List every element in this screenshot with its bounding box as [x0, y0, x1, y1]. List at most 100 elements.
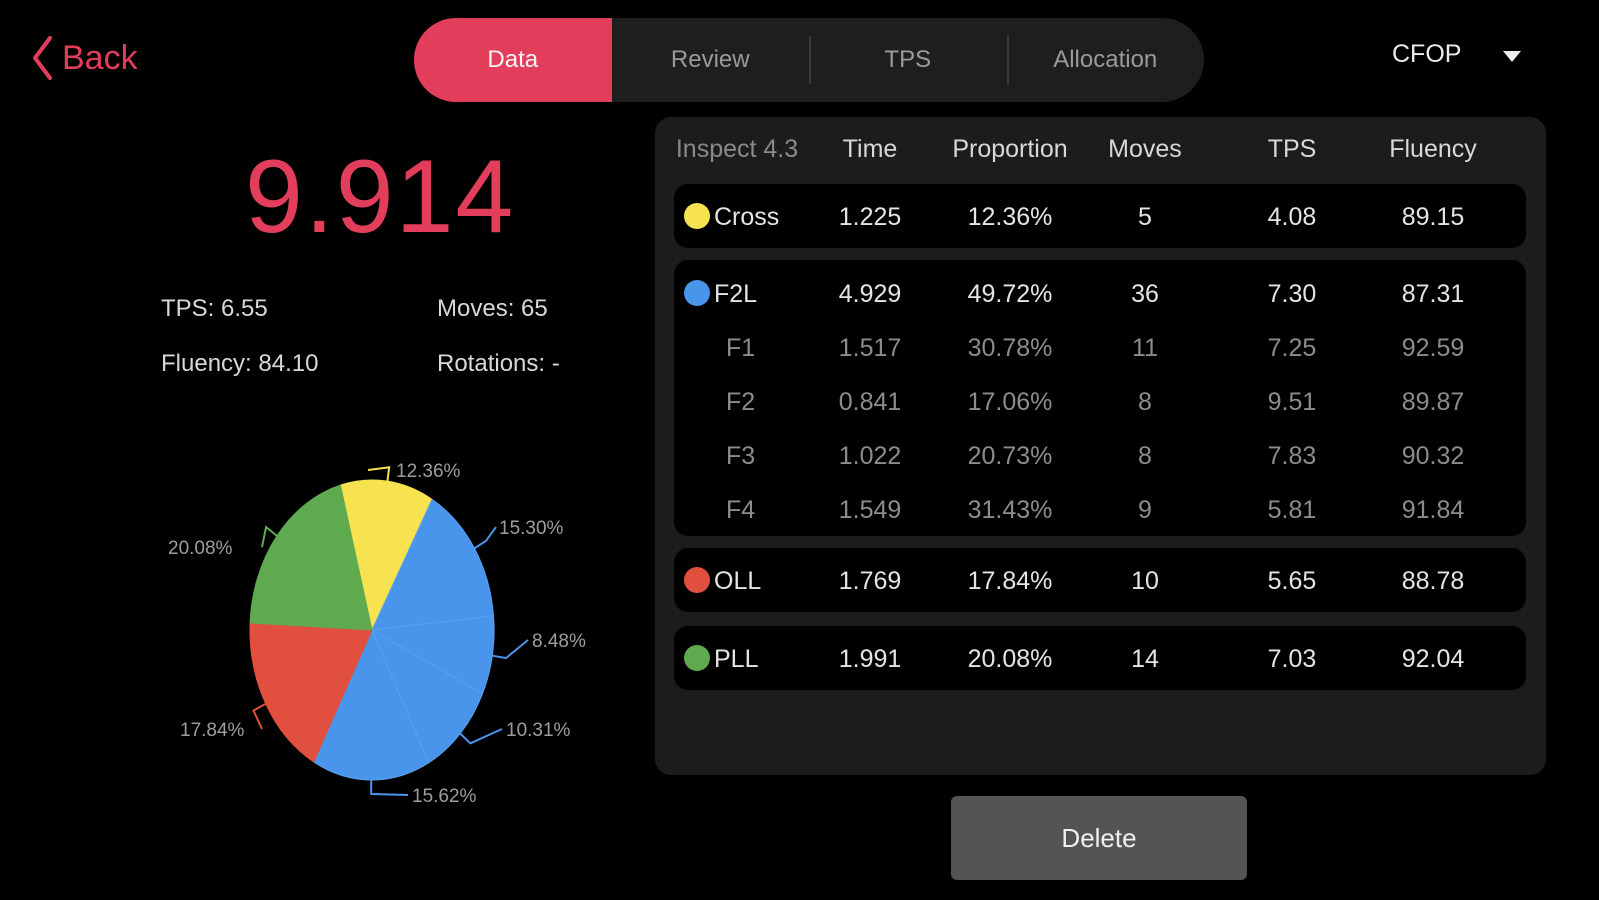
method-dropdown[interactable]: CFOP [1392, 40, 1522, 69]
caret-down-icon [1503, 51, 1522, 62]
row-time: 1.769 [838, 567, 902, 595]
row-name: PLL [714, 645, 759, 673]
row-name: F1 [726, 334, 756, 362]
row-moves: 8 [1138, 442, 1152, 470]
table-row[interactable]: OLL 1.769 17.84% 10 5.65 88.78 [674, 553, 1526, 607]
pie-label-pll: 20.08% [168, 538, 233, 559]
pie-leader-pll [261, 525, 278, 548]
row-proportion: 17.06% [967, 388, 1053, 416]
pll-group: PLL 1.991 20.08% 14 7.03 92.04 [674, 626, 1526, 690]
table-row[interactable]: F1 1.517 30.78% 11 7.25 92.59 [674, 320, 1526, 374]
row-fluency: 87.31 [1401, 280, 1465, 308]
row-fluency: 89.15 [1401, 203, 1465, 231]
row-proportion: 49.72% [967, 280, 1053, 308]
row-proportion: 20.73% [967, 442, 1053, 470]
header-inspect: Inspect 4.3 [675, 135, 799, 163]
header-fluency: Fluency [1389, 135, 1477, 163]
table-header: Inspect 4.3 Time Proportion Moves TPS Fl… [655, 117, 1546, 187]
row-fluency: 88.78 [1401, 567, 1465, 595]
row-tps: 5.81 [1267, 496, 1317, 524]
tab-allocation[interactable]: Allocation [1006, 18, 1205, 102]
row-time: 1.991 [838, 645, 902, 673]
back-label: Back [62, 38, 138, 77]
cross-color-dot [684, 203, 710, 229]
row-time: 1.022 [838, 442, 902, 470]
row-name: Cross [714, 203, 780, 231]
row-time: 4.929 [838, 280, 902, 308]
row-time: 1.517 [838, 334, 902, 362]
row-tps: 7.25 [1267, 334, 1317, 362]
row-tps: 4.08 [1267, 203, 1317, 231]
row-tps: 9.51 [1267, 388, 1317, 416]
pie-leader-cross [367, 466, 391, 482]
pie-leader-f2 [492, 639, 529, 660]
pie-label-f4: 15.62% [412, 786, 477, 807]
f2l-group: F2L 4.929 49.72% 36 7.30 87.31 F1 1.517 … [674, 260, 1526, 536]
row-tps: 7.03 [1267, 645, 1317, 673]
pie-leader-oll [252, 702, 267, 730]
row-moves: 8 [1138, 388, 1152, 416]
split-table: Inspect 4.3 Time Proportion Moves TPS Fl… [655, 117, 1546, 775]
pie-slice-pll [249, 484, 373, 631]
pie-slice-f4 [313, 628, 430, 781]
row-fluency: 91.84 [1401, 496, 1465, 524]
row-name: OLL [714, 567, 762, 595]
table-row[interactable]: F4 1.549 31.43% 9 5.81 91.84 [674, 482, 1526, 536]
row-proportion: 20.08% [967, 645, 1053, 673]
row-proportion: 17.84% [967, 567, 1053, 595]
solve-time: 9.914 [245, 139, 516, 255]
pie-label-f3: 10.31% [506, 720, 571, 741]
table-row[interactable]: F3 1.022 20.73% 8 7.83 90.32 [674, 428, 1526, 482]
split-pie-chart: 12.36% 15.30% 8.48% 10.31% 15.62% 17.84%… [168, 461, 586, 807]
row-tps: 7.83 [1267, 442, 1317, 470]
table-row[interactable]: Cross 1.225 12.36% 5 4.08 89.15 [674, 189, 1526, 243]
row-time: 1.225 [838, 203, 902, 231]
tab-bar: Data Review TPS Allocation [414, 18, 1204, 102]
oll-color-dot [684, 567, 710, 593]
table-row[interactable]: F2 0.841 17.06% 8 9.51 89.87 [674, 374, 1526, 428]
table-row[interactable]: PLL 1.991 20.08% 14 7.03 92.04 [674, 631, 1526, 685]
row-time: 0.841 [838, 388, 902, 416]
pll-color-dot [684, 645, 710, 671]
rotations-stat: Rotations: - [437, 350, 560, 377]
row-moves: 10 [1131, 567, 1159, 595]
moves-stat: Moves: 65 [437, 295, 548, 322]
row-moves: 5 [1138, 203, 1152, 231]
pie-slice-oll [249, 622, 373, 763]
row-fluency: 89.87 [1401, 388, 1465, 416]
tps-stat: TPS: 6.55 [161, 295, 268, 322]
row-name: F2 [726, 388, 756, 416]
tab-review[interactable]: Review [670, 46, 750, 73]
row-name: F3 [726, 442, 756, 470]
fluency-stat: Fluency: 84.10 [161, 350, 319, 377]
header-moves: Moves [1108, 135, 1182, 163]
pie-leader-f1 [473, 526, 497, 550]
row-moves: 9 [1138, 496, 1152, 524]
row-moves: 14 [1131, 645, 1159, 673]
row-name: F4 [726, 496, 756, 524]
chevron-left-icon [33, 36, 52, 80]
row-fluency: 90.32 [1401, 442, 1465, 470]
oll-group: OLL 1.769 17.84% 10 5.65 88.78 [674, 548, 1526, 612]
method-value: CFOP [1392, 40, 1462, 68]
row-proportion: 31.43% [967, 496, 1053, 524]
pie-label-f2: 8.48% [532, 631, 586, 652]
back-button[interactable]: Back [30, 34, 138, 82]
pie-label-f1: 15.30% [499, 518, 564, 539]
tab-data[interactable]: Data [414, 18, 612, 102]
row-time: 1.549 [838, 496, 902, 524]
delete-button[interactable]: Delete [951, 796, 1247, 880]
row-fluency: 92.59 [1401, 334, 1465, 362]
tab-tps[interactable]: TPS [809, 18, 1007, 102]
pie-label-cross: 12.36% [396, 461, 461, 482]
row-moves: 36 [1131, 280, 1159, 308]
f2l-color-dot [684, 280, 710, 306]
cross-group: Cross 1.225 12.36% 5 4.08 89.15 [674, 184, 1526, 248]
row-moves: 11 [1132, 334, 1158, 362]
row-name: F2L [714, 280, 758, 308]
table-row[interactable]: F2L 4.929 49.72% 36 7.30 87.31 [674, 266, 1526, 320]
pie-slice-f1 [371, 498, 495, 631]
header-tps: TPS [1267, 135, 1317, 163]
row-proportion: 12.36% [967, 203, 1053, 231]
pie-label-oll: 17.84% [180, 720, 245, 741]
